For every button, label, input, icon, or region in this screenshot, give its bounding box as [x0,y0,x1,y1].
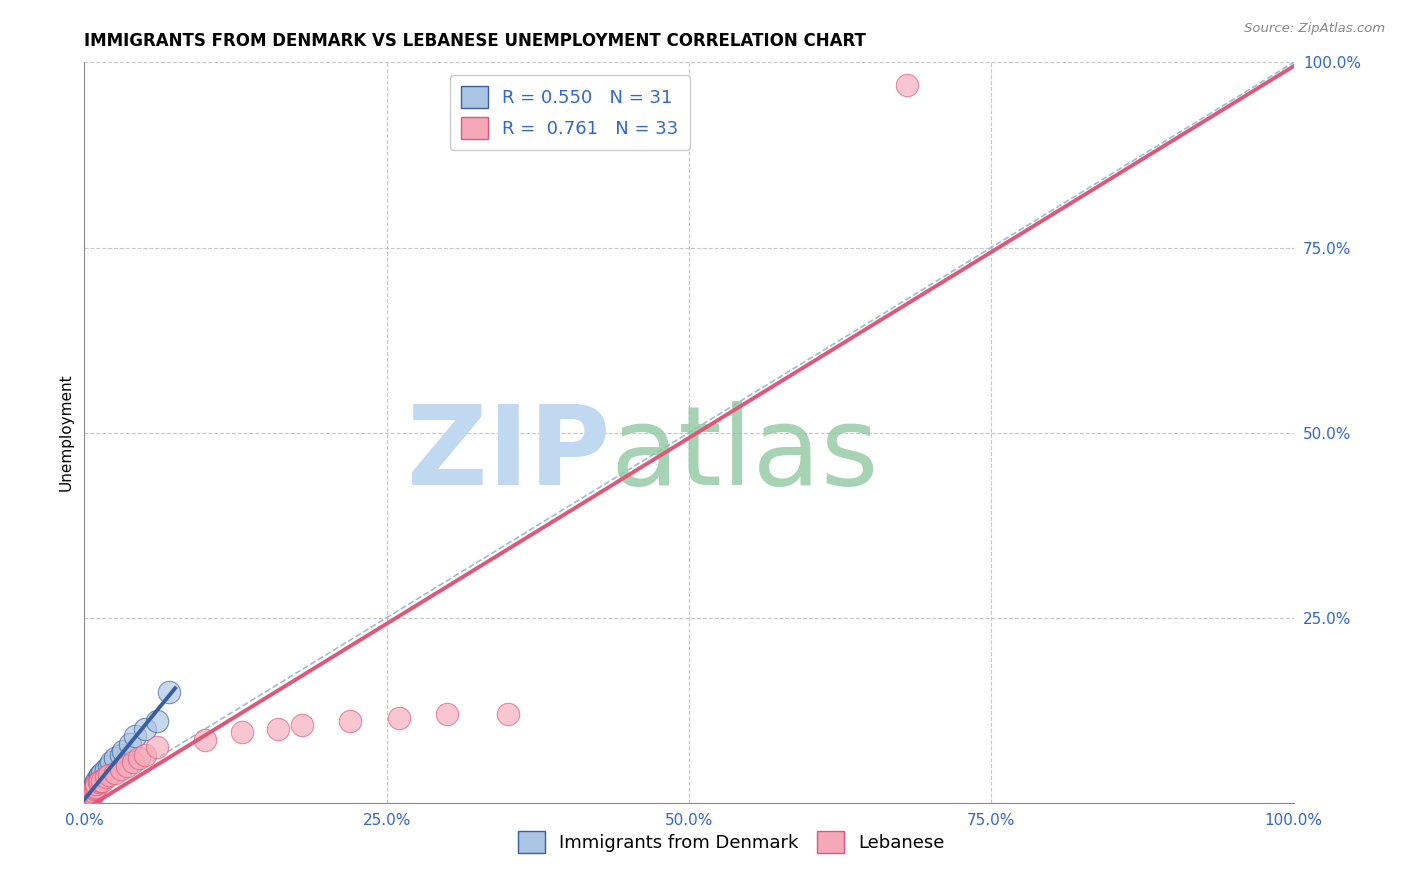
Point [89,773,111,788]
Point [77,792,100,806]
Point [86,773,108,788]
Point [86,773,108,788]
Legend: Immigrants from Denmark, Lebanese: Immigrants from Denmark, Lebanese [510,824,952,861]
Point [86,777,108,791]
Point [339,714,361,729]
Point [77,792,100,806]
Text: IMMIGRANTS FROM DENMARK VS LEBANESE UNEMPLOYMENT CORRELATION CHART: IMMIGRANTS FROM DENMARK VS LEBANESE UNEM… [84,32,866,50]
Point [388,711,411,725]
Point [134,722,156,736]
Point [86,777,108,791]
Point [267,722,290,736]
Point [104,766,127,780]
Point [84,777,107,791]
Point [896,78,918,92]
Point [80,787,103,801]
Point [104,751,127,765]
Point [77,789,100,804]
Point [115,758,138,772]
Point [82,785,104,799]
Point [496,706,519,721]
Point [89,767,111,781]
Point [121,755,143,769]
Point [291,718,314,732]
Point [76,792,98,806]
Point [79,789,101,803]
Point [83,782,105,797]
Point [124,729,146,743]
Point [83,780,105,795]
Point [91,773,114,788]
Point [120,737,142,751]
Point [77,792,100,806]
Point [86,780,108,794]
Point [146,740,169,755]
Point [83,782,105,797]
Point [77,789,100,804]
Legend: R = 0.550   N = 31, R =  0.761   N = 33: R = 0.550 N = 31, R = 0.761 N = 33 [450,75,689,150]
Point [79,789,101,803]
Point [79,789,101,804]
Text: ZIP: ZIP [406,401,610,508]
Point [128,751,150,765]
Point [82,787,104,801]
Point [87,775,110,789]
Point [83,785,105,799]
Point [84,780,107,795]
Text: Source: ZipAtlas.com: Source: ZipAtlas.com [1244,22,1385,36]
Point [79,787,101,801]
Point [110,763,132,777]
Point [436,706,458,721]
Text: atlas: atlas [610,401,879,508]
Point [97,767,120,781]
Point [80,785,103,799]
Point [134,747,156,762]
Point [76,792,98,806]
Point [194,732,217,747]
Point [112,744,135,758]
Point [157,685,180,699]
Point [91,766,114,780]
Point [82,782,104,797]
Y-axis label: Unemployment: Unemployment [58,374,73,491]
Point [146,714,169,729]
Point [97,758,120,772]
Point [87,770,110,784]
Point [94,763,117,777]
Point [94,770,117,784]
Point [110,747,132,762]
Point [100,755,122,769]
Point [231,725,253,739]
Point [80,787,103,801]
Point [84,780,107,794]
